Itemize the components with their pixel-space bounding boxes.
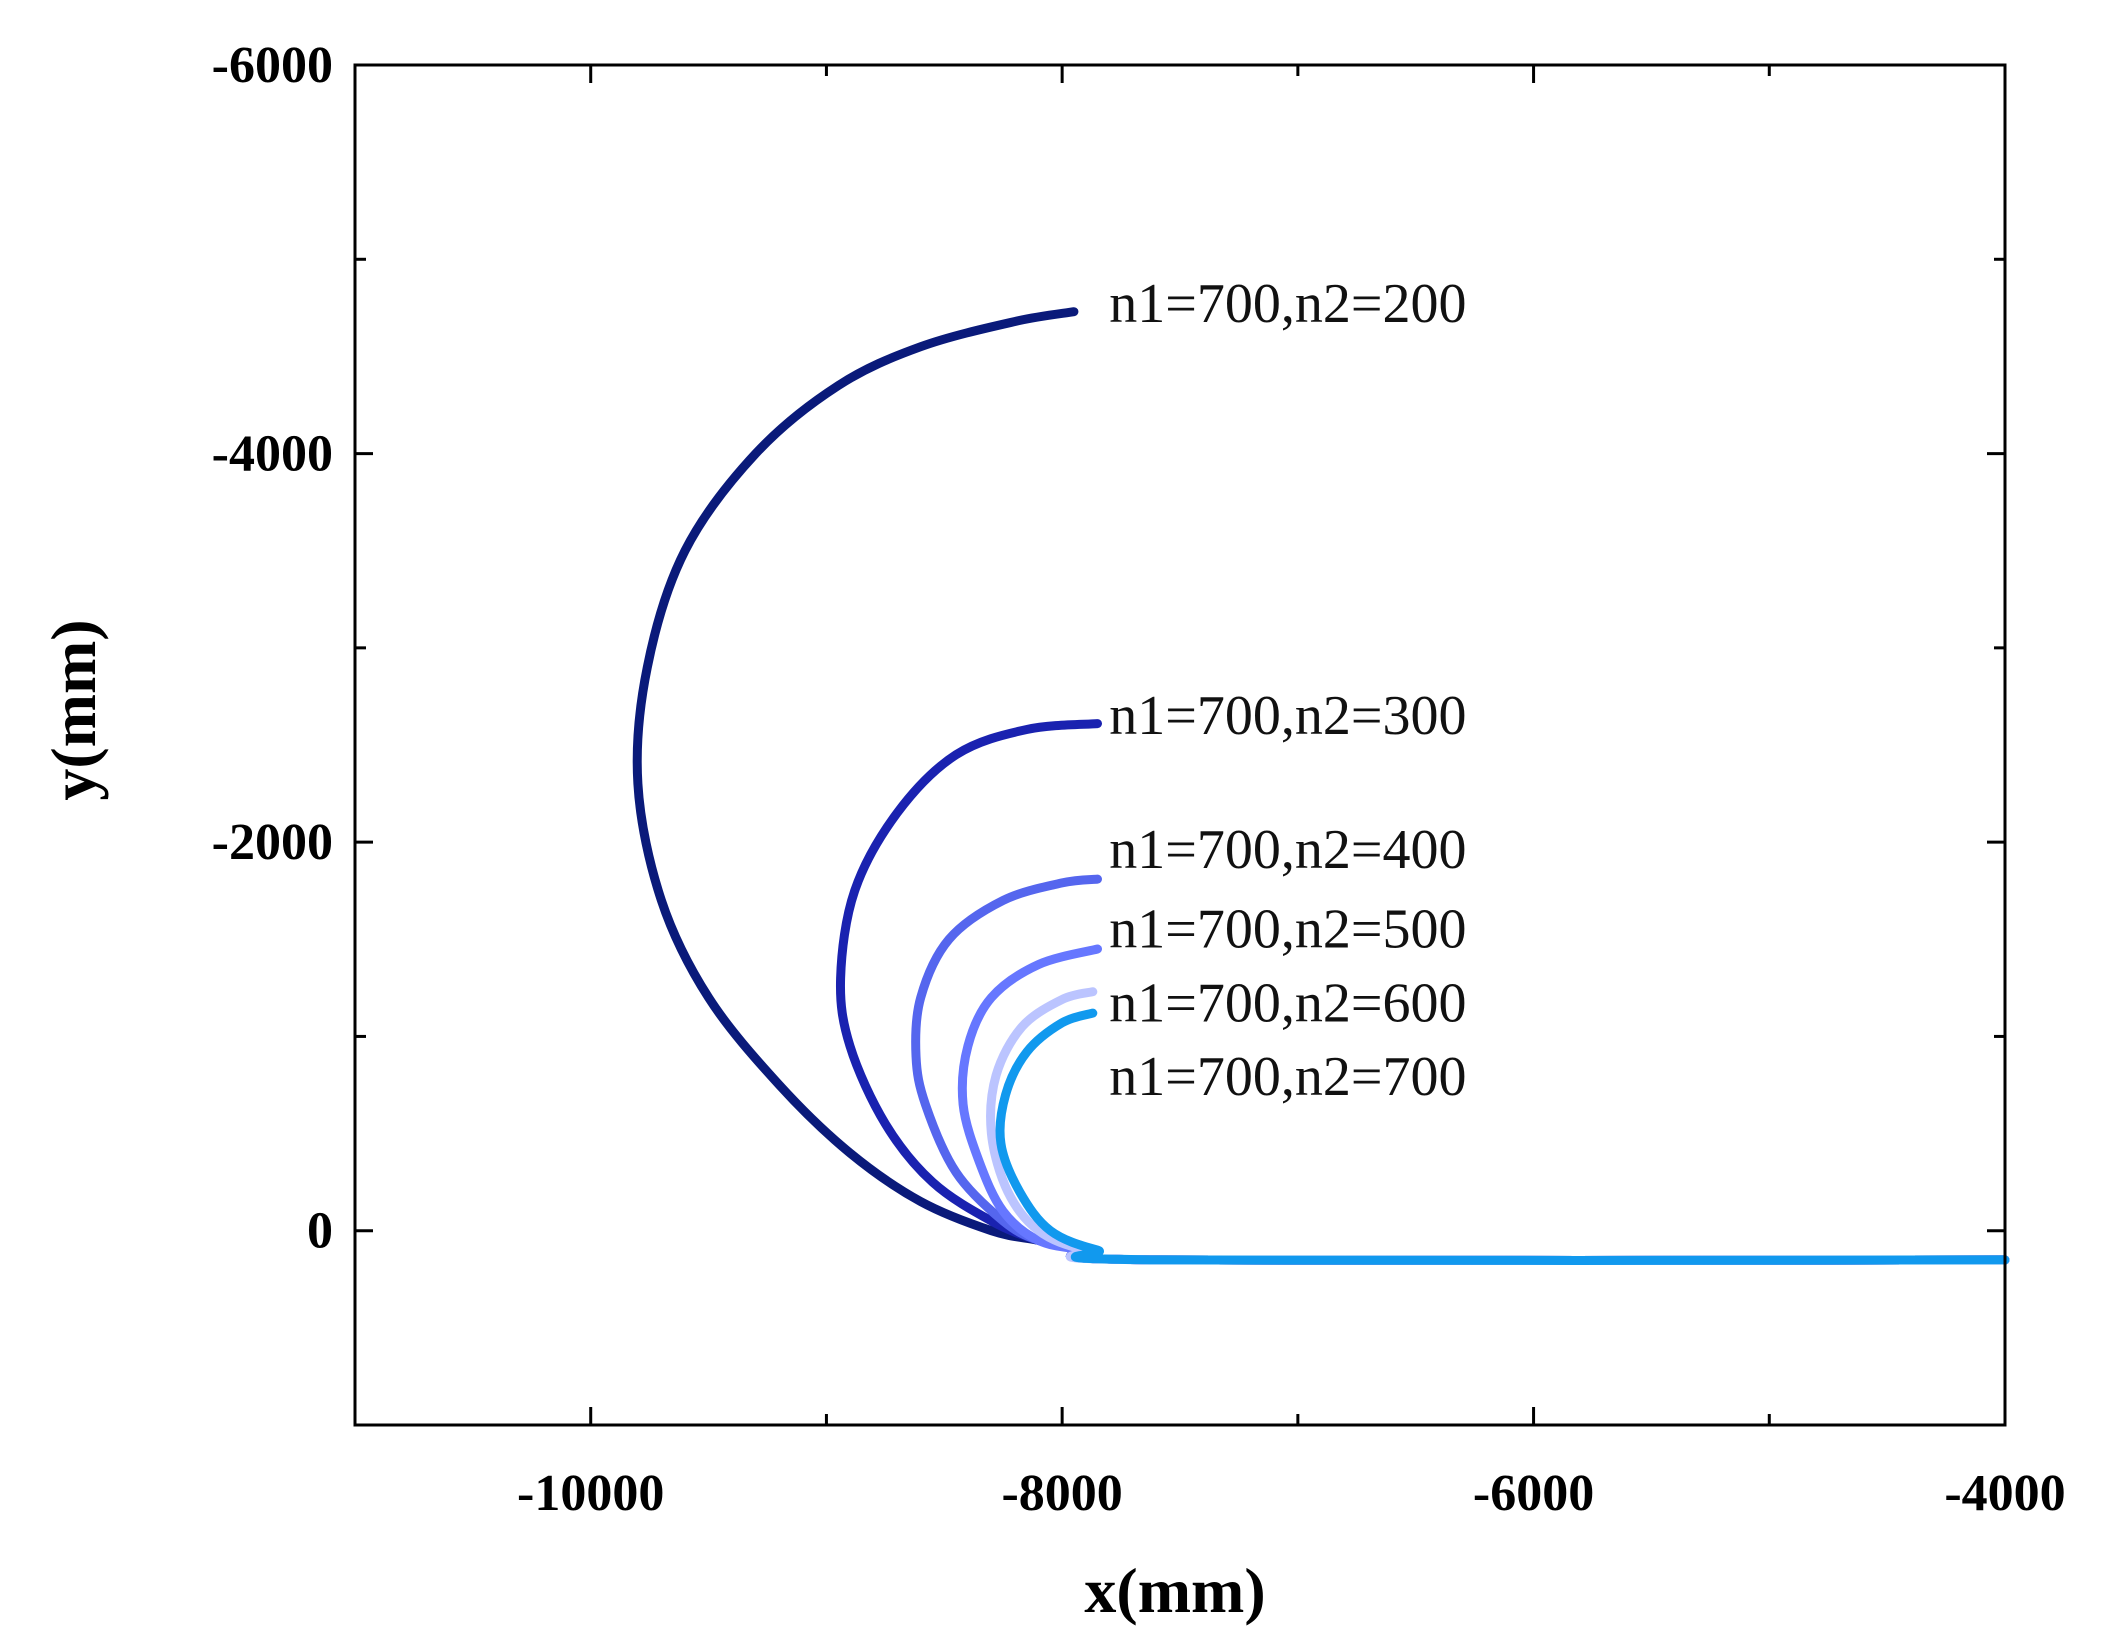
series-label-4: n1=700,n2=500 xyxy=(1109,899,1466,961)
x-tick-label: -10000 xyxy=(517,1465,664,1522)
x-tick-label: -6000 xyxy=(1473,1465,1594,1522)
y-tick-label: 0 xyxy=(307,1203,333,1260)
series-label-5: n1=700,n2=600 xyxy=(1109,972,1466,1034)
series-line-6 xyxy=(995,1008,2010,1266)
plot-frame xyxy=(353,63,2007,1427)
y-tick-label: -6000 xyxy=(212,37,333,94)
plot-border xyxy=(353,63,2007,1427)
y-axis-ticks: -6000 -4000 -2000 0 xyxy=(212,37,2005,1427)
y-tick-label: -2000 xyxy=(212,814,333,871)
x-tick-label: -4000 xyxy=(1944,1465,2065,1522)
series-label-6: n1=700,n2=700 xyxy=(1109,1046,1466,1108)
series-label-3: n1=700,n2=400 xyxy=(1109,819,1466,881)
y-tick-label: -4000 xyxy=(212,426,333,483)
y-axis-title: y(mm) xyxy=(38,619,109,800)
x-axis-title: x(mm) xyxy=(1084,1555,1265,1626)
series-label-2: n1=700,n2=300 xyxy=(1109,685,1466,747)
series-line-1 xyxy=(632,307,2010,1266)
series-label-1: n1=700,n2=200 xyxy=(1109,273,1466,335)
x-axis-ticks: -10000 -8000 -6000 -4000 xyxy=(353,65,2066,1522)
x-tick-label: -8000 xyxy=(1001,1465,1122,1522)
series-labels: n1=700,n2=200 n1=700,n2=300 n1=700,n2=400 n… xyxy=(1109,273,1466,1108)
series-group xyxy=(632,307,2010,1266)
